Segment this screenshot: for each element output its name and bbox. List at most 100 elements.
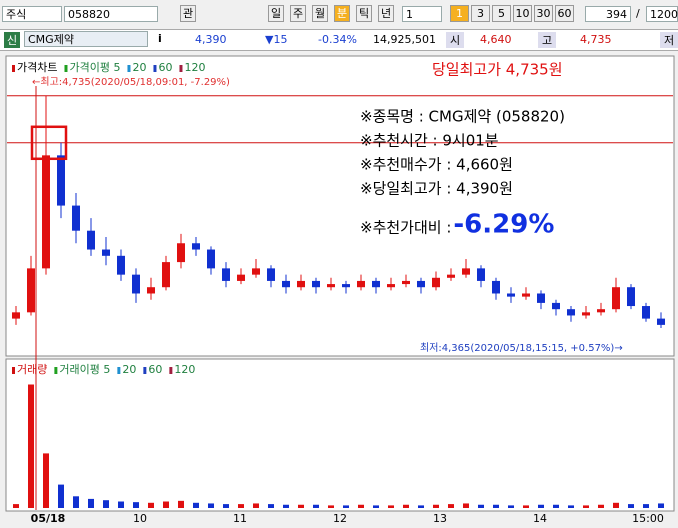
volume-bar xyxy=(103,500,109,508)
volume-bar xyxy=(658,503,664,508)
volume-bar xyxy=(448,504,454,508)
candle-body xyxy=(72,205,80,231)
candle-body xyxy=(12,312,20,319)
volume-bar xyxy=(118,501,124,508)
period-button[interactable]: 분 xyxy=(334,5,350,22)
candle-body xyxy=(492,280,500,294)
candle-body xyxy=(657,318,665,325)
period-button[interactable]: 주 xyxy=(290,5,306,22)
minute-button[interactable]: 3 xyxy=(471,5,490,22)
market-select[interactable]: 주식 xyxy=(2,6,62,22)
volume-bar xyxy=(268,504,274,508)
volume-bar xyxy=(283,504,289,508)
stock-name: CMG제약 xyxy=(24,31,148,47)
candle-body xyxy=(612,287,620,310)
minute-button[interactable]: 5 xyxy=(492,5,511,22)
candle-body xyxy=(177,243,185,263)
legend-label: 가격차트 xyxy=(17,61,57,74)
minute-button[interactable]: 60 xyxy=(555,5,574,22)
info-line: ※추천매수가 : 4,660원 xyxy=(360,156,513,174)
info-button[interactable]: i xyxy=(158,32,162,45)
interval-select[interactable]: 1 xyxy=(402,6,442,22)
candle-body xyxy=(132,274,140,294)
legend-swatch xyxy=(12,367,15,374)
candle-body xyxy=(42,155,50,269)
volume: 14,925,501 xyxy=(373,33,436,46)
candle-body xyxy=(162,262,170,288)
volume-bar xyxy=(208,503,214,508)
candle-body xyxy=(447,274,455,278)
period-button[interactable]: 일 xyxy=(268,5,284,22)
legend-label: 60 xyxy=(148,363,162,376)
volume-bar xyxy=(508,505,514,508)
candle-body xyxy=(297,280,305,288)
label: 시 xyxy=(446,32,465,48)
code-input[interactable]: 058820 xyxy=(64,6,158,22)
candle-body xyxy=(627,287,635,307)
volume-bar xyxy=(538,504,544,508)
minute-button[interactable]: 30 xyxy=(534,5,553,22)
candle-body xyxy=(477,268,485,281)
legend-label: 20 xyxy=(132,61,146,74)
volume-bar xyxy=(178,500,184,508)
legend-label: 60 xyxy=(158,61,172,74)
candle-body xyxy=(192,243,200,250)
candle-body xyxy=(597,309,605,313)
volume-bar xyxy=(343,505,349,508)
volume-bar xyxy=(613,502,619,508)
minute-button[interactable]: 10 xyxy=(513,5,532,22)
candle-body xyxy=(87,230,95,250)
x-tick-label: 11 xyxy=(233,512,247,525)
low-note: 최저:4,365(2020/05/18,15:15, +0.57%)→ xyxy=(420,342,623,354)
legend-label: 거래이평 5 xyxy=(59,363,110,376)
candle-body xyxy=(537,293,545,303)
legend-label: 가격이평 5 xyxy=(69,61,120,74)
ratio-value: -6.29% xyxy=(453,210,554,240)
volume-bar xyxy=(328,505,334,508)
volume-bar xyxy=(553,504,559,508)
candle-body xyxy=(27,268,35,313)
candle-body xyxy=(222,268,230,281)
volume-bar xyxy=(13,504,19,508)
candle-body xyxy=(582,312,590,316)
volume-panel xyxy=(5,358,675,512)
high-note: ←최고:4,735(2020/05/18,09:01, -7.29%) xyxy=(32,76,230,88)
volume-bar xyxy=(433,504,439,508)
volume-bar xyxy=(598,504,604,508)
volume-bar xyxy=(193,502,199,508)
candle-body xyxy=(267,268,275,281)
volume-bar xyxy=(133,502,139,508)
minute-button[interactable]: 1 xyxy=(450,5,469,22)
candle-body xyxy=(417,280,425,288)
x-tick-label: 12 xyxy=(333,512,347,525)
legend-label: 120 xyxy=(184,61,205,74)
period-button[interactable]: 틱 xyxy=(356,5,372,22)
x-tick-label: 05/18 xyxy=(31,512,66,525)
ratio-label: ※추천가대비 : xyxy=(360,219,451,237)
candle-body xyxy=(57,155,65,206)
volume-bar xyxy=(148,502,154,508)
count-input[interactable]: 394 xyxy=(585,6,631,22)
legend-swatch xyxy=(179,65,183,72)
volume-bar xyxy=(298,504,304,508)
candle-body xyxy=(342,284,350,288)
period-button[interactable]: 년 xyxy=(378,5,394,22)
volume-bar xyxy=(163,501,169,508)
price-panel xyxy=(5,55,675,357)
button[interactable]: 관 xyxy=(180,5,196,22)
info-line: ※추천시간 : 9시01분 xyxy=(360,132,499,150)
candle-body xyxy=(642,306,650,319)
legend-label: 120 xyxy=(174,363,195,376)
candle-body xyxy=(237,274,245,281)
high: 4,735 xyxy=(580,33,612,46)
max-input[interactable]: 1200 xyxy=(646,6,678,22)
candle-body xyxy=(312,280,320,288)
legend-swatch xyxy=(117,367,121,374)
candle-body xyxy=(357,280,365,288)
legend-swatch xyxy=(143,367,147,374)
volume-bar xyxy=(388,505,394,508)
badge: 신 xyxy=(4,32,21,48)
period-button[interactable]: 월 xyxy=(312,5,328,22)
